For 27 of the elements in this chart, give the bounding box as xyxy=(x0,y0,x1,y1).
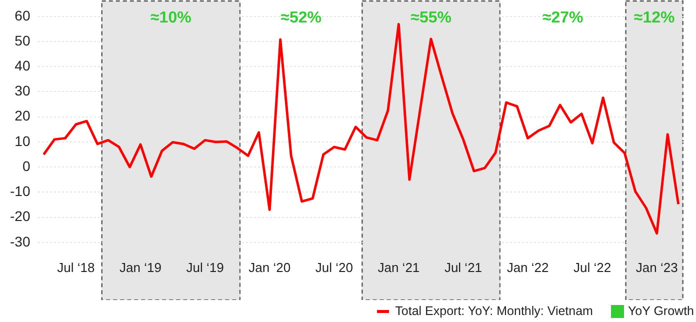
band-label: ≈12% xyxy=(634,9,675,26)
x-tick-label: Jul ‘18 xyxy=(57,260,95,275)
y-tick-label: 10 xyxy=(14,132,30,149)
x-tick-label: Jul ‘20 xyxy=(315,260,353,275)
y-tick-label: 30 xyxy=(14,82,30,99)
x-tick-label: Jul ‘21 xyxy=(444,260,482,275)
x-tick-label: Jan ‘22 xyxy=(506,260,549,275)
x-tick-label: Jan ‘23 xyxy=(636,260,678,275)
y-tick-label: 40 xyxy=(14,57,30,74)
y-tick-label: 60 xyxy=(14,7,30,24)
x-tick-label: Jan ‘20 xyxy=(248,260,291,275)
band-label: ≈27% xyxy=(542,9,584,26)
x-tick-label: Jan ‘21 xyxy=(378,260,420,275)
x-tick-label: Jan ‘19 xyxy=(120,260,162,275)
band-label: ≈55% xyxy=(410,9,452,26)
y-tick-label: -30 xyxy=(10,233,30,250)
band-label: ≈52% xyxy=(280,9,322,26)
y-tick-label: 0 xyxy=(22,158,30,174)
legend-label: Total Export: YoY: Monthly: Vietnam xyxy=(395,304,593,318)
y-tick-label: 50 xyxy=(14,32,30,48)
x-tick-label: Jul ‘22 xyxy=(574,260,612,275)
y-tick-label: -20 xyxy=(10,208,30,224)
band-label: ≈10% xyxy=(150,9,192,26)
x-tick-label: Jul ‘19 xyxy=(186,260,224,275)
text: YoY Growth xyxy=(628,304,694,318)
y-tick-label: 20 xyxy=(14,108,30,124)
y-tick-label: -10 xyxy=(10,183,30,200)
